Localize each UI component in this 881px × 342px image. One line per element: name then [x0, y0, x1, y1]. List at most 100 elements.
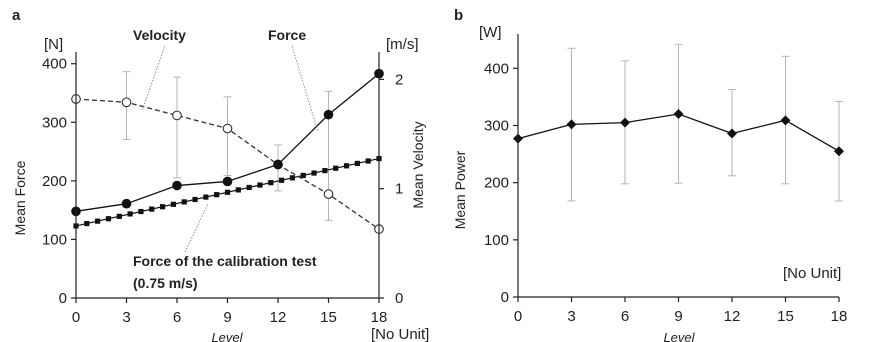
calibration-marker — [300, 172, 306, 179]
left-tick-label: 300 — [42, 114, 67, 131]
calibration-marker — [84, 220, 90, 227]
left-tick-label: 400 — [42, 56, 67, 73]
panel-b-y-ticks: 0 100 200 300 400 — [484, 60, 518, 306]
calibration-marker — [354, 160, 360, 167]
calibration-marker — [105, 216, 112, 222]
calibration-marker — [343, 163, 350, 169]
calibration-marker — [235, 187, 241, 193]
x-tick-label: 15 — [320, 309, 337, 326]
calibration-annotation-line1: Force of the calibration test — [133, 253, 317, 269]
x-tick-label: 0 — [514, 308, 522, 325]
panel-b-y-unit: [W] — [479, 24, 502, 41]
calibration-marker — [289, 175, 296, 181]
calibration-series — [73, 156, 382, 229]
power-series — [513, 109, 844, 157]
panel-b: b 0 100 200 300 400 0 3 6 9 12 15 18 [W] [No Unit]… — [452, 7, 847, 342]
right-tick-label: 1 — [395, 181, 403, 198]
y-tick-label: 400 — [484, 60, 509, 77]
calibration-marker — [257, 182, 263, 188]
velocity-point — [323, 189, 334, 199]
y-tick-label: 300 — [484, 117, 509, 134]
power-point — [727, 128, 737, 139]
x-tick-label: 9 — [674, 308, 682, 325]
panel-b-x-axis-title: Level — [663, 330, 695, 342]
panel-a-left-ticks: 0 100 200 300 400 — [42, 56, 76, 307]
calibration-marker — [246, 184, 252, 191]
force-point — [121, 198, 132, 209]
x-tick-label: 0 — [72, 309, 80, 326]
panel-a-x-unit: [No Unit] — [371, 326, 429, 342]
x-tick-label: 12 — [270, 309, 287, 326]
calibration-marker — [365, 158, 371, 164]
left-tick-label: 200 — [42, 173, 67, 190]
panel-a-left-unit: [N] — [44, 36, 63, 53]
x-tick-label: 6 — [621, 308, 629, 325]
x-tick-label: 18 — [831, 308, 848, 325]
left-tick-label: 100 — [42, 231, 67, 248]
force-point — [273, 159, 283, 170]
calibration-marker — [268, 180, 274, 186]
y-tick-label: 0 — [501, 289, 509, 306]
calibration-annotation-line2: (0.75 m/s) — [133, 275, 198, 291]
right-tick-label: 0 — [395, 290, 403, 307]
panel-a-left-axis-title: Mean Force — [12, 160, 28, 235]
force-annotation: Force — [268, 27, 306, 43]
power-point — [780, 115, 791, 126]
y-tick-label: 100 — [484, 232, 509, 249]
calibration-marker — [127, 211, 133, 217]
right-tick-label: 2 — [395, 71, 403, 88]
power-point — [834, 146, 844, 157]
velocity-point — [222, 123, 233, 134]
calibration-marker — [138, 208, 144, 215]
panel-a-x-axis-title: Level — [211, 330, 243, 342]
panel-b-y-axis-title: Mean Power — [452, 150, 468, 229]
power-point — [673, 109, 684, 120]
velocity-point — [172, 110, 182, 121]
x-tick-label: 3 — [567, 308, 575, 325]
panel-b-x-ticks: 0 3 6 9 12 15 18 — [514, 297, 848, 325]
calibration-marker — [192, 196, 198, 203]
calibration-marker — [333, 165, 339, 171]
calibration-marker — [95, 218, 101, 224]
power-point — [620, 117, 630, 128]
calibration-marker — [149, 206, 155, 212]
x-tick-label: 18 — [371, 309, 388, 326]
calibration-leader-line — [184, 203, 209, 253]
calibration-marker — [203, 194, 209, 200]
calibration-marker — [181, 199, 187, 205]
force-series — [71, 68, 384, 217]
force-point — [172, 180, 182, 191]
velocity-point — [121, 97, 132, 108]
calibration-marker — [214, 192, 220, 198]
panel-b-x-unit: [No Unit] — [783, 265, 841, 282]
panel-a-right-ticks: 0 1 2 — [379, 71, 403, 307]
panel-a-right-axis-title: Mean Velocity — [410, 121, 426, 208]
power-point — [566, 119, 577, 130]
calibration-marker — [159, 204, 166, 210]
panel-a-error-bars — [122, 71, 333, 221]
panel-a-right-unit: [m/s] — [386, 36, 419, 53]
force-point — [323, 109, 334, 120]
velocity-annotation: Velocity — [133, 27, 186, 43]
x-tick-label: 15 — [777, 308, 794, 325]
panel-a-label: a — [12, 7, 21, 24]
velocity-leader-line — [141, 45, 166, 112]
x-tick-label: 9 — [223, 309, 231, 326]
force-point — [222, 176, 233, 187]
y-tick-label: 200 — [484, 175, 509, 192]
left-tick-label: 0 — [59, 290, 67, 307]
calibration-marker — [322, 168, 328, 174]
force-leader-line — [291, 45, 319, 133]
panel-a-x-ticks: 0 3 6 9 12 15 18 — [72, 298, 388, 326]
x-tick-label: 6 — [173, 309, 181, 326]
calibration-marker — [116, 213, 122, 219]
panel-b-label: b — [454, 7, 463, 24]
calibration-marker — [279, 177, 285, 183]
calibration-marker — [170, 201, 176, 207]
calibration-marker — [224, 189, 231, 195]
x-tick-label: 12 — [724, 308, 741, 325]
x-tick-label: 3 — [122, 309, 130, 326]
calibration-marker — [311, 170, 317, 176]
